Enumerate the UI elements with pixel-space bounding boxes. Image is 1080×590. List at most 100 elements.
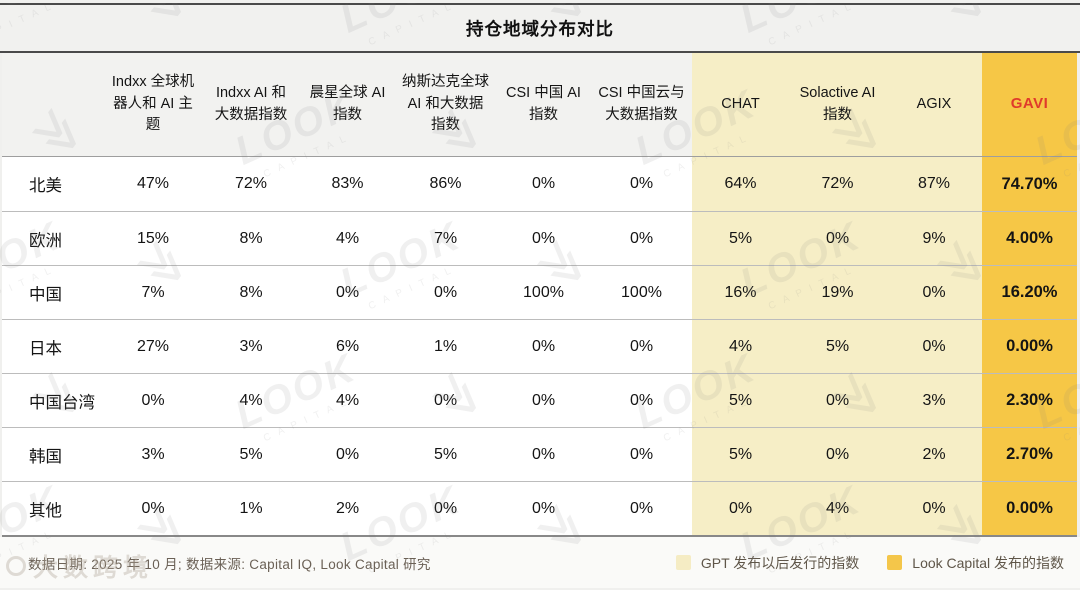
table-cell: 64% — [692, 157, 789, 211]
table-cell: 0% — [886, 482, 982, 535]
table-cell: 72% — [234, 175, 268, 192]
table-cell: 2% — [335, 499, 360, 517]
column-header: CSI 中国云与大数据指数 — [598, 84, 685, 123]
table-cell: 4% — [335, 229, 360, 247]
holdings-table: Indxx 全球机器人和 AI 主题 Indxx AI 和大数据指数 晨星全球 … — [0, 53, 1080, 537]
table-cell: 5% — [692, 428, 789, 481]
table-cell: 5% — [789, 320, 886, 373]
legend-label: GPT 发布以后发行的指数 — [700, 554, 860, 571]
table-cell: 83% — [331, 175, 364, 192]
table-cell: 0% — [886, 320, 982, 373]
table-cell: 74.70% — [982, 157, 1077, 211]
table-cell: 3% — [886, 374, 982, 427]
table-cell: 0% — [886, 266, 982, 319]
column-header: Indxx 全球机器人和 AI 主题 — [111, 73, 195, 134]
row-label: 欧洲 — [29, 231, 62, 250]
report-table-figure: 持仓地域分布对比 Indxx 全球机器人和 AI 主题 Indxx AI 和大数… — [0, 3, 1080, 590]
table-row: 韩国 3% 5% 0% 5% 0% 0% 5% 0% 2% 2.70% — [2, 427, 1077, 481]
legend-swatch-light-icon — [675, 555, 691, 570]
table-cell: 4% — [789, 482, 886, 535]
table-body: 北美 47% 72% 83% 86% 0% 0% 64% 72% 87% 74.70% 欧洲 15% 8%… — [2, 157, 1077, 537]
table-cell: 72% — [789, 157, 886, 211]
table-cell: 3% — [239, 337, 263, 355]
table-cell: 0% — [335, 283, 360, 301]
column-header: Indxx AI 和大数据指数 — [214, 84, 288, 123]
table-row: 中国台湾 0% 4% 4% 0% 0% 0% 5% 0% 3% 2.30% — [2, 373, 1077, 427]
table-row: 其他 0% 1% 2% 0% 0% 0% 0% 4% 0% 0.00% — [2, 481, 1077, 535]
table-cell: 4% — [239, 391, 263, 409]
table-cell: 27% — [136, 337, 170, 355]
table-cell: 2.30% — [982, 374, 1077, 427]
table-cell: 7% — [433, 229, 458, 247]
table-cell: 1% — [239, 499, 263, 517]
table-cell: 0% — [531, 175, 556, 192]
table-row: 欧洲 15% 8% 4% 7% 0% 0% 5% 0% 9% 4.00% — [2, 211, 1077, 265]
table-cell: 0% — [629, 445, 654, 463]
table-cell: 8% — [239, 283, 263, 301]
table-cell: 0.00% — [982, 482, 1077, 535]
table-cell: 0% — [433, 499, 458, 517]
column-header: 晨星全球 AI 指数 — [309, 84, 386, 123]
column-header-gavi: GAVI — [982, 53, 1077, 156]
legend: GPT 发布以后发行的指数 Look Capital 发布的指数 — [675, 553, 1064, 573]
table-cell: 0% — [629, 337, 654, 355]
row-label: 其他 — [29, 501, 62, 520]
row-label: 中国 — [29, 285, 62, 304]
table-cell: 86% — [429, 175, 462, 192]
table-cell: 8% — [239, 229, 263, 247]
table-cell: 1% — [433, 337, 458, 355]
table-cell: 100% — [523, 283, 564, 301]
table-cell: 0% — [789, 428, 886, 481]
table-cell: 0% — [789, 212, 886, 265]
table-cell: 4% — [692, 320, 789, 373]
table-cell: 9% — [886, 212, 982, 265]
row-label: 中国台湾 — [29, 393, 95, 412]
table-cell: 3% — [141, 445, 165, 463]
source-note: 数据日期: 2025 年 10 月; 数据来源: Capital IQ, Loo… — [28, 556, 431, 572]
table-cell: 0% — [531, 499, 556, 517]
page-title: 持仓地域分布对比 — [466, 18, 614, 39]
table-cell: 0% — [531, 337, 556, 355]
table-row: 中国 7% 8% 0% 0% 100% 100% 16% 19% 0% 16.20% — [2, 265, 1077, 319]
table-cell: 5% — [239, 445, 263, 463]
table-footer: 数据日期: 2025 年 10 月; 数据来源: Capital IQ, Loo… — [0, 537, 1080, 588]
table-cell: 7% — [141, 283, 165, 301]
table-cell: 0% — [141, 391, 165, 409]
column-header-chat: CHAT — [692, 53, 789, 156]
row-label: 北美 — [29, 177, 62, 195]
table-cell: 6% — [335, 337, 360, 355]
table-cell: 0% — [789, 374, 886, 427]
table-cell: 2.70% — [982, 428, 1077, 481]
table-cell: 0% — [531, 445, 556, 463]
row-label: 日本 — [29, 339, 62, 358]
table-cell: 100% — [621, 283, 662, 301]
table-cell: 5% — [433, 445, 458, 463]
legend-swatch-gold-icon — [887, 555, 903, 570]
table-cell: 16% — [692, 266, 789, 319]
table-row: 北美 47% 72% 83% 86% 0% 0% 64% 72% 87% 74.70% — [2, 157, 1077, 211]
legend-item-look-capital: Look Capital 发布的指数 — [887, 553, 1064, 573]
column-header: 纳斯达克全球 AI 和大数据指数 — [402, 73, 489, 134]
table-cell: 87% — [886, 157, 982, 211]
column-header-agix: AGIX — [886, 53, 982, 156]
table-cell: 0% — [629, 499, 654, 517]
table-cell: 0% — [531, 391, 556, 409]
row-label: 韩国 — [29, 447, 62, 466]
table-cell: 0% — [629, 229, 654, 247]
legend-item-gpt-era: GPT 发布以后发行的指数 — [675, 553, 860, 573]
column-header-solactive: Solactive AI 指数 — [789, 53, 886, 156]
table-cell: 4% — [335, 391, 360, 409]
table-row: 日本 27% 3% 6% 1% 0% 0% 4% 5% 0% 0.00% — [2, 319, 1077, 373]
table-cell: 5% — [692, 374, 789, 427]
table-cell: 16.20% — [982, 266, 1077, 319]
table-cell: 0% — [433, 391, 458, 409]
table-cell: 0% — [629, 391, 654, 409]
table-cell: 47% — [136, 175, 170, 192]
title-band: 持仓地域分布对比 — [0, 3, 1080, 53]
table-cell: 0% — [335, 445, 360, 463]
table-header-row: Indxx 全球机器人和 AI 主题 Indxx AI 和大数据指数 晨星全球 … — [2, 53, 1077, 157]
table-cell: 5% — [692, 212, 789, 265]
table-cell: 0% — [141, 499, 165, 517]
table-cell: 0% — [433, 283, 458, 301]
column-header: CSI 中国 AI 指数 — [506, 84, 581, 123]
